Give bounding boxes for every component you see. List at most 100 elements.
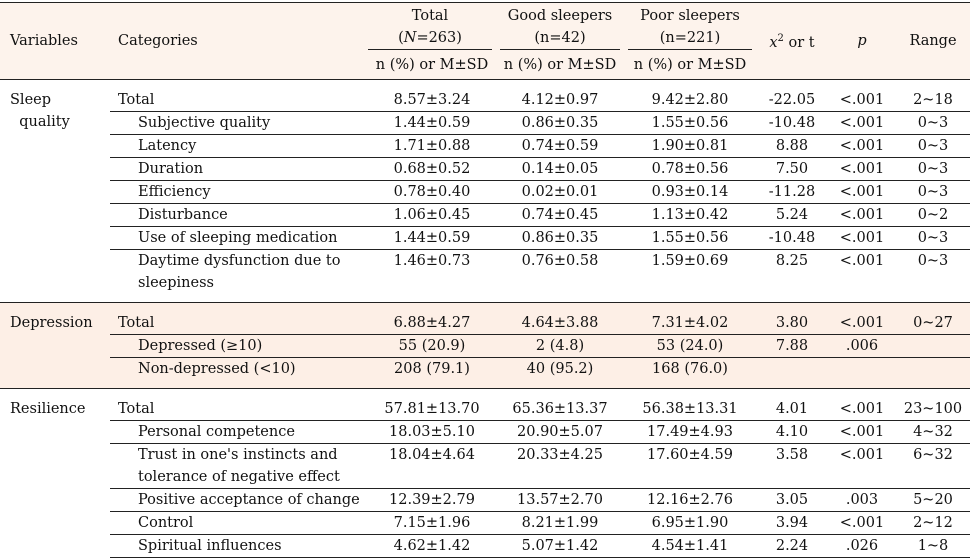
good-cell: 20.90±5.07 [496, 420, 624, 444]
table-row: Use of sleeping medication 1.44±0.59 0.8… [0, 226, 970, 250]
table-row: Positive acceptance of change 12.39±2.79… [0, 488, 970, 512]
total-cell: 0.68±0.52 [368, 157, 496, 181]
p-cell: <.001 [828, 203, 896, 227]
category-cell: Disturbance [110, 203, 368, 227]
range-cell: 2~12 [896, 511, 970, 535]
p-cell: <.001 [828, 134, 896, 158]
total-cell: 18.03±5.10 [368, 420, 496, 444]
good-cell: 0.74±0.45 [496, 203, 624, 227]
category-cell: Latency [110, 134, 368, 158]
stat-cell: 5.24 [756, 203, 828, 227]
header-variables: Variables [0, 2, 110, 79]
stat-cell [756, 357, 828, 389]
group-depression: Depression Total 6.88±4.27 4.64±3.88 7.3… [0, 302, 970, 389]
header-total: Total (N=263) [368, 2, 496, 51]
category-cell: Total [110, 388, 368, 421]
good-cell: 8.21±1.99 [496, 511, 624, 535]
header-good-sub: n (%) or M±SD [503, 57, 617, 73]
range-cell [896, 334, 970, 358]
range-cell: 0~3 [896, 180, 970, 204]
poor-cell: 1.55±0.56 [624, 226, 756, 250]
category-cell: Depressed (≥10) [110, 334, 368, 358]
table-row: Daytime dysfunction due to sleepiness 1.… [0, 249, 970, 303]
total-cell: 0.78±0.40 [368, 180, 496, 204]
header-total-sub: n (%) or M±SD [375, 57, 489, 73]
poor-cell: 53 (24.0) [624, 334, 756, 358]
group-resilience: Resilience Total 57.81±13.70 65.36±13.37… [0, 388, 970, 558]
table-row: Efficiency 0.78±0.40 0.02±0.01 0.93±0.14… [0, 180, 970, 204]
variable-label: Sleep quality [0, 79, 110, 303]
category-cell: Daytime dysfunction due to sleepiness [110, 249, 368, 303]
poor-cell: 0.78±0.56 [624, 157, 756, 181]
stat-cell: -22.05 [756, 79, 828, 112]
stat-cell: 8.88 [756, 134, 828, 158]
good-cell: 20.33±4.25 [496, 443, 624, 489]
stat-cell: 4.10 [756, 420, 828, 444]
header-range: Range [896, 2, 970, 79]
table-row: Non-depressed (<10) 208 (79.1) 40 (95.2)… [0, 357, 970, 389]
table-row: Disturbance 1.06±0.45 0.74±0.45 1.13±0.4… [0, 203, 970, 227]
range-cell: 0~3 [896, 249, 970, 303]
header-poor-n: (n=221) [659, 29, 721, 46]
p-cell [828, 357, 896, 389]
poor-cell: 1.90±0.81 [624, 134, 756, 158]
p-cell: .006 [828, 334, 896, 358]
poor-cell: 7.31±4.02 [624, 302, 756, 335]
range-cell: 5~20 [896, 488, 970, 512]
poor-cell: 17.60±4.59 [624, 443, 756, 489]
table-row: Resilience Total 57.81±13.70 65.36±13.37… [0, 388, 970, 558]
p-cell: <.001 [828, 249, 896, 303]
poor-cell: 56.38±13.31 [624, 388, 756, 421]
category-cell: Total [110, 79, 368, 112]
stat-cell: -10.48 [756, 111, 828, 135]
range-cell: 0~2 [896, 203, 970, 227]
table-row: Personal competence 18.03±5.10 20.90±5.0… [0, 420, 970, 444]
stat-cell: 3.58 [756, 443, 828, 489]
table-row: Depression Total 6.88±4.27 4.64±3.88 7.3… [0, 302, 970, 389]
p-cell: <.001 [828, 388, 896, 421]
poor-cell: 12.16±2.76 [624, 488, 756, 512]
total-cell: 208 (79.1) [368, 357, 496, 389]
total-cell: 18.04±4.64 [368, 443, 496, 489]
total-cell: 6.88±4.27 [368, 302, 496, 335]
category-cell: Control [110, 511, 368, 535]
poor-cell: 168 (76.0) [624, 357, 756, 389]
p-cell: <.001 [828, 79, 896, 112]
good-cell: 4.64±3.88 [496, 302, 624, 335]
category-cell: Efficiency [110, 180, 368, 204]
stat-cell: 3.94 [756, 511, 828, 535]
table-header: Variables Categories Total (N=263) Good … [0, 2, 970, 80]
header-good-n: (n=42) [534, 29, 586, 46]
header-stat: x2 or t [756, 2, 828, 79]
stat-cell: 4.01 [756, 388, 828, 421]
stat-cell: -10.48 [756, 226, 828, 250]
good-cell: 40 (95.2) [496, 357, 624, 389]
total-cell: 1.44±0.59 [368, 226, 496, 250]
header-poor-label: Poor sleepers [640, 7, 740, 24]
poor-cell: 0.93±0.14 [624, 180, 756, 204]
range-cell: 0~3 [896, 226, 970, 250]
p-cell: <.001 [828, 180, 896, 204]
category-cell: Duration [110, 157, 368, 181]
range-cell: 0~3 [896, 157, 970, 181]
poor-cell: 17.49±4.93 [624, 420, 756, 444]
header-good-label: Good sleepers [507, 7, 613, 24]
total-cell: 8.57±3.24 [368, 79, 496, 112]
category-cell: Trust in one's instincts and tolerance o… [110, 443, 368, 489]
good-cell: 4.12±0.97 [496, 79, 624, 112]
total-cell: 55 (20.9) [368, 334, 496, 358]
range-cell: 6~32 [896, 443, 970, 489]
group-sleep-quality: Sleep quality Total 8.57±3.24 4.12±0.97 … [0, 79, 970, 303]
header-poor-sub: n (%) or M±SD [633, 57, 747, 73]
p-cell: <.001 [828, 511, 896, 535]
range-cell: 0~3 [896, 111, 970, 135]
variable-label: Resilience [0, 388, 110, 558]
variable-label: Depression [0, 302, 110, 389]
table-row: Trust in one's instincts and tolerance o… [0, 443, 970, 489]
header-p: p [828, 2, 896, 79]
range-cell: 4~32 [896, 420, 970, 444]
total-cell: 1.06±0.45 [368, 203, 496, 227]
good-cell: 0.02±0.01 [496, 180, 624, 204]
table-row: Duration 0.68±0.52 0.14±0.05 0.78±0.56 7… [0, 157, 970, 181]
